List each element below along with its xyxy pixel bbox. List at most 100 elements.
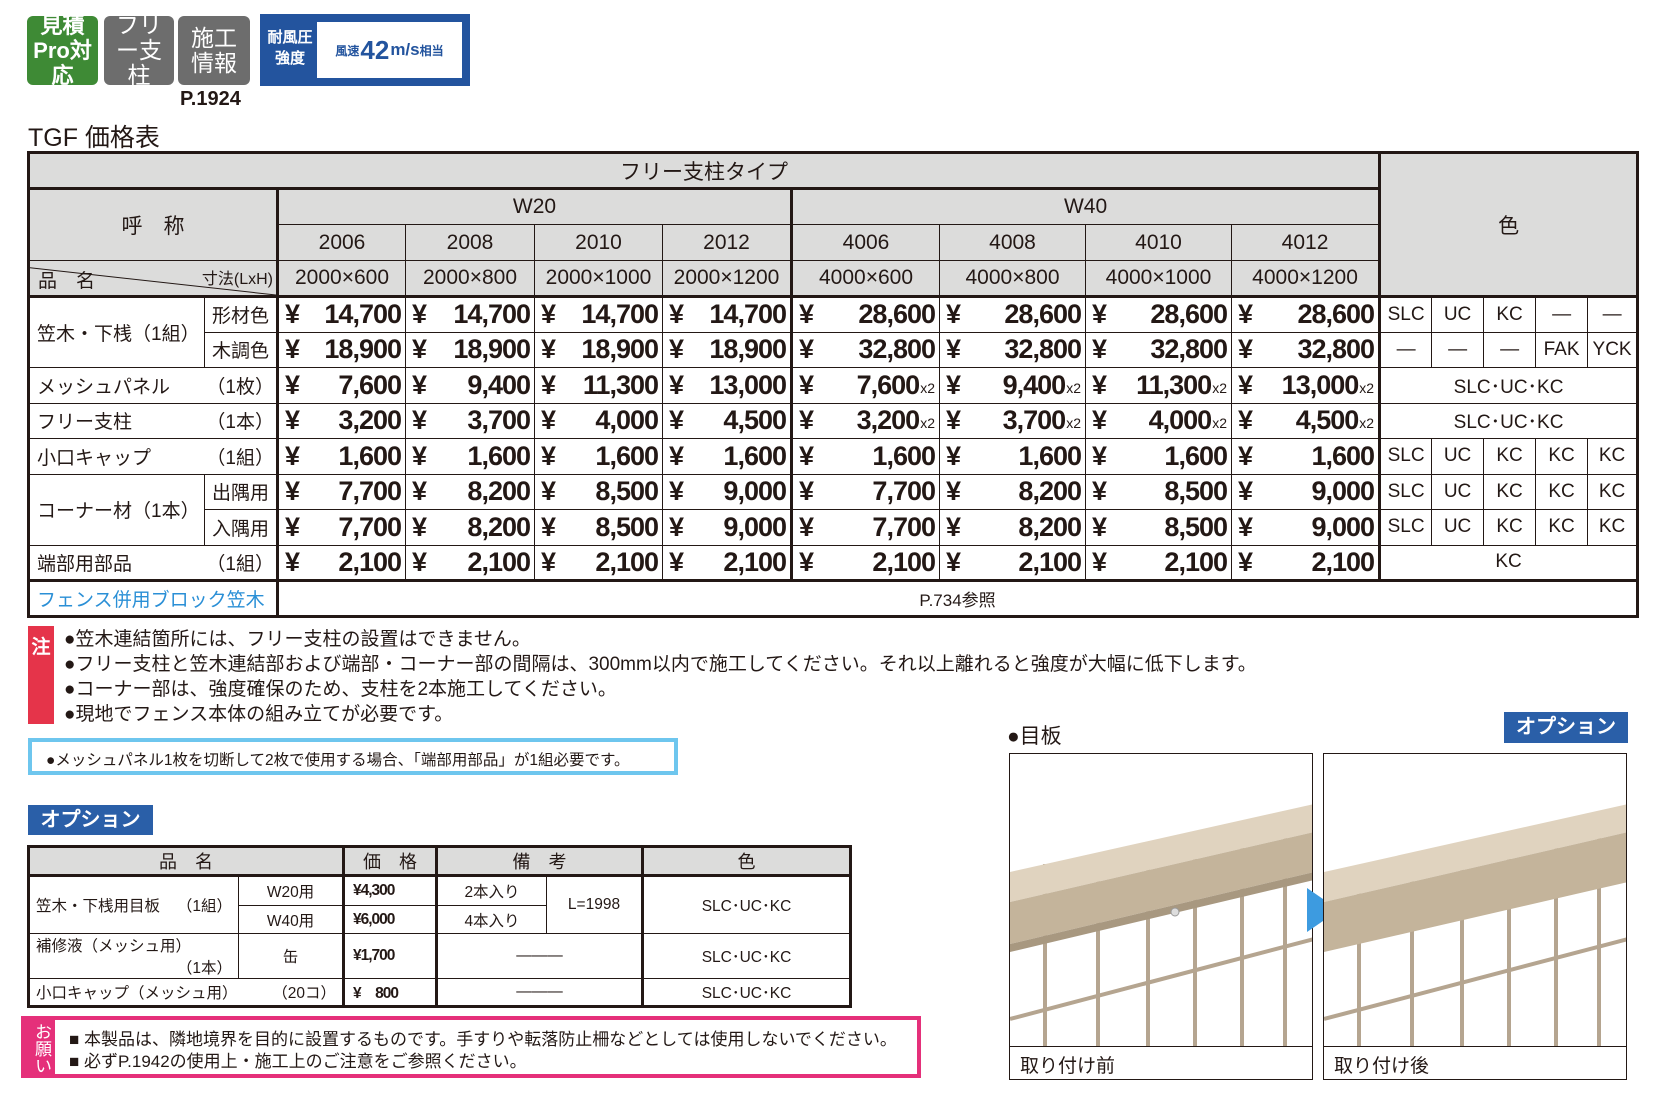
- price: ¥1,600: [536, 440, 662, 472]
- price-row: 笠木・下桟（1組） 形材色 ¥14,700 ¥14,700 ¥14,700 ¥14,700…: [28, 296, 1639, 368]
- name-header: 呼 称: [28, 188, 278, 261]
- price-value: 2,100: [467, 546, 531, 577]
- group-header-w40: W40: [789, 188, 1381, 225]
- wind-suffix: 相当: [419, 43, 444, 58]
- price-multiplier: x2: [1066, 379, 1081, 396]
- model-code: 2008: [405, 224, 535, 261]
- block-capping-link[interactable]: フェンス併用ブロック笠木: [28, 579, 278, 617]
- price: ¥2,100: [1233, 546, 1379, 578]
- yen-sign: ¥: [946, 511, 961, 542]
- yen-sign: ¥: [541, 476, 556, 507]
- price-value: 18,900: [581, 334, 659, 365]
- item-name: メッシュパネル （1枚）: [28, 367, 278, 404]
- price: ¥8,500: [1087, 511, 1231, 543]
- price-cell: ¥9,000: [1230, 509, 1381, 546]
- price-cell: ¥8,200: [939, 509, 1086, 546]
- price: ¥7,600: [281, 369, 405, 401]
- price: ¥2,100: [795, 546, 939, 578]
- model-size: 2000×800: [405, 260, 535, 298]
- price-value: 32,800: [1297, 334, 1375, 365]
- price: ¥28,600: [941, 299, 1085, 330]
- price-value: 13,000: [709, 369, 787, 400]
- yen-sign: ¥: [1092, 299, 1107, 330]
- yen-sign: ¥: [285, 369, 300, 400]
- option-pack: 4本入り: [435, 905, 547, 934]
- wind-pressure-badge: 耐風圧強度 風速 42 m/s 相当: [260, 14, 470, 86]
- price-cell: ¥9,400: [405, 367, 535, 404]
- price-value: 8,200: [467, 476, 531, 507]
- diagonal-line: [30, 261, 276, 295]
- color-code: SLC: [1378, 296, 1433, 333]
- option-price: ¥4,300: [342, 875, 437, 906]
- option-header-remark: 備 考: [435, 846, 643, 877]
- option-row: 笠木・下桟用目板 （1組） W20用 ¥4,300 2本入り L=1998 SLC…: [28, 875, 851, 934]
- price-value: 1,600: [595, 440, 659, 471]
- yen-sign: ¥: [946, 369, 961, 400]
- price-cell: ¥14,700: [534, 296, 663, 333]
- price-value: 9,000: [1311, 511, 1375, 542]
- price-value: 4,500: [723, 405, 787, 436]
- model-code: 4006: [790, 224, 940, 261]
- price-cell: ¥28,600: [1230, 296, 1381, 333]
- item-variant: 形材色: [204, 296, 278, 333]
- color-code: UC: [1431, 473, 1485, 510]
- price-value: 2,100: [1311, 546, 1375, 577]
- option-remark: ———: [435, 978, 643, 1007]
- price-value: 1,600: [872, 440, 936, 471]
- yen-sign: ¥: [1238, 299, 1253, 330]
- construction-page-ref[interactable]: P.1924: [180, 88, 241, 110]
- color-code: SLC: [1378, 438, 1433, 475]
- price-cell: ¥1,600: [534, 438, 663, 475]
- yen-sign: ¥: [412, 476, 427, 507]
- yen-sign: ¥: [1238, 476, 1253, 507]
- note-line: ●フリー支柱と笠木連結部および端部・コーナー部の間隔は、300mm以内で施工して…: [64, 654, 1257, 675]
- price-value: 2,100: [723, 546, 787, 577]
- price-value: 3,200: [338, 405, 402, 436]
- price: ¥1,600: [281, 441, 405, 472]
- color-code: —: [1483, 331, 1537, 368]
- option-remark: ———: [435, 933, 643, 979]
- color-code: —: [1535, 296, 1589, 333]
- price-value: 28,600: [1297, 299, 1375, 330]
- price-value: 9,400: [467, 369, 531, 400]
- note-line: ●現地でフェンス本体の組み立てが必要です。: [64, 704, 454, 725]
- photo-after: 取り付け後: [1323, 753, 1627, 1080]
- item-variant: 出隅用: [204, 473, 278, 510]
- color-code: YCK: [1587, 331, 1639, 368]
- price-value: 1,600: [1164, 440, 1228, 471]
- item-label: メッシュパネル: [37, 376, 171, 398]
- price: ¥8,500: [1087, 476, 1231, 507]
- caption-after: 取り付け後: [1324, 1046, 1626, 1079]
- size-header: 寸法(LxH): [201, 271, 273, 288]
- option-header-color: 色: [641, 846, 851, 877]
- price-cell: ¥2,100: [662, 544, 792, 581]
- color-code: KC: [1535, 438, 1589, 475]
- price-value: 9,000: [723, 511, 787, 542]
- yen-sign: ¥: [541, 511, 556, 542]
- wind-speed-box: 風速 42 m/s 相当: [317, 22, 462, 78]
- price-value: 28,600: [1004, 299, 1082, 330]
- color-code: UC: [1431, 438, 1485, 475]
- model-size: 4000×1200: [1230, 260, 1381, 298]
- yen-sign: ¥: [412, 299, 427, 330]
- price: ¥14,700: [664, 299, 791, 330]
- yen-sign: ¥: [799, 334, 814, 365]
- page-title: TGF 価格表: [28, 124, 160, 152]
- yen-sign: ¥: [412, 334, 427, 365]
- price: ¥9,000: [1233, 476, 1379, 507]
- yen-sign: ¥: [799, 369, 814, 400]
- yen-sign: ¥: [1238, 369, 1253, 400]
- price-cell: ¥8,500: [1085, 509, 1232, 546]
- yen-sign: ¥: [1092, 511, 1107, 542]
- option-item-unit: （20コ）: [272, 985, 336, 1002]
- price: ¥2,100: [536, 547, 662, 578]
- price-value: 9,000: [723, 476, 787, 507]
- yen-sign: ¥: [669, 369, 684, 400]
- price-value: 1,600: [1311, 440, 1375, 471]
- caption-before: 取り付け前: [1010, 1046, 1312, 1079]
- price: ¥7,600 x2: [795, 369, 939, 401]
- yen-sign: ¥: [1238, 546, 1253, 577]
- price-value: 2,100: [872, 546, 936, 577]
- yen-sign: ¥: [799, 511, 814, 542]
- yen-sign: ¥: [946, 334, 961, 365]
